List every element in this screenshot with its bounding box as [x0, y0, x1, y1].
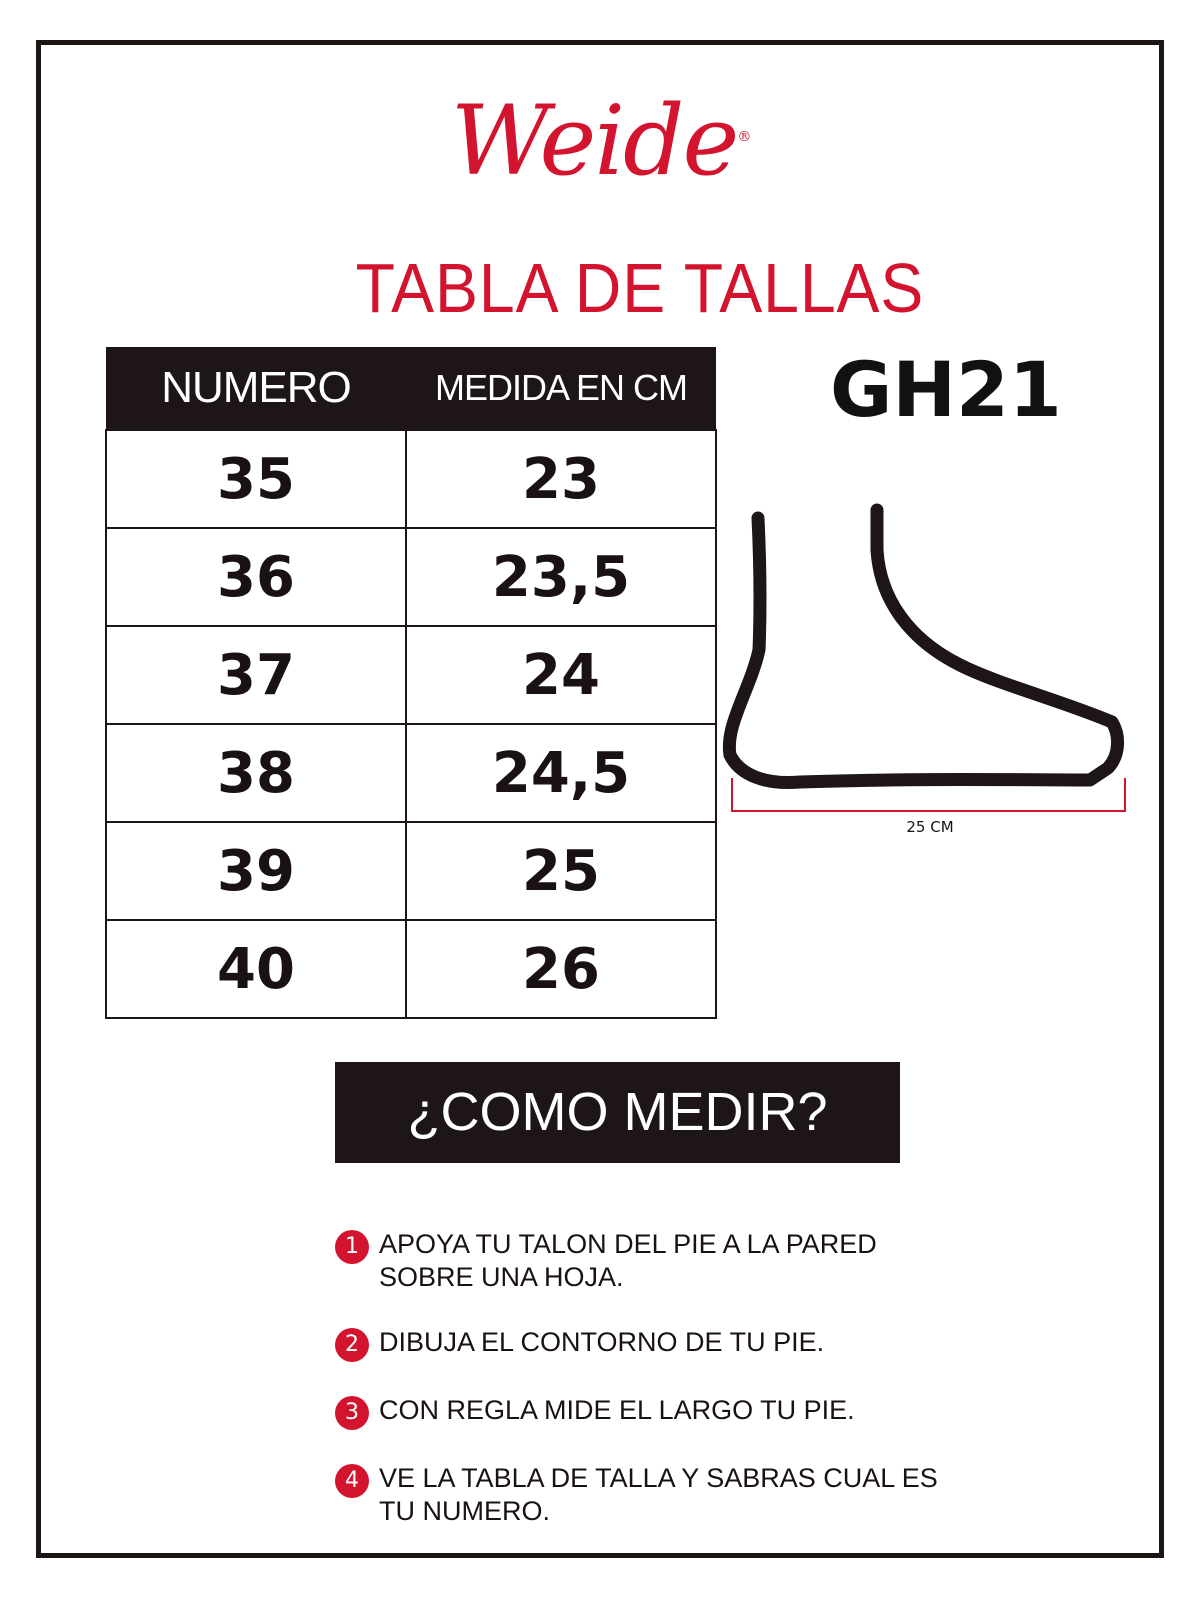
cell-medida: 23,5	[405, 527, 717, 627]
cell-numero: 35	[105, 429, 407, 529]
step-number-badge: 3	[335, 1396, 369, 1430]
step-number-badge: 2	[335, 1328, 369, 1362]
header-numero: NUMERO	[106, 347, 406, 430]
table-row: 37 24	[105, 625, 717, 725]
step-text: APOYA TU TALON DEL PIE A LA PARED SOBRE …	[379, 1229, 877, 1292]
table-row: 39 25	[105, 821, 717, 921]
step-item: 3 CON REGLA MIDE EL LARGO TU PIE.	[335, 1394, 955, 1430]
table-row: 40 26	[105, 919, 717, 1019]
cell-medida: 24	[405, 625, 717, 725]
how-to-heading: ¿COMO MEDIR?	[335, 1062, 900, 1163]
step-item: 2 DIBUJA EL CONTORNO DE TU PIE.	[335, 1326, 955, 1362]
header-medida: MEDIDA EN CM	[406, 347, 716, 430]
page-title: TABLA DE TALLAS	[355, 249, 925, 327]
cell-numero: 38	[105, 723, 407, 823]
measure-label: 25 CM	[906, 818, 954, 836]
step-item: 1 APOYA TU TALON DEL PIE A LA PARED SOBRE…	[335, 1228, 955, 1294]
cell-numero: 39	[105, 821, 407, 921]
cell-numero: 37	[105, 625, 407, 725]
step-text: CON REGLA MIDE EL LARGO TU PIE.	[379, 1395, 855, 1425]
logo-text: Weide	[450, 85, 740, 197]
foot-outline-icon	[722, 503, 1126, 812]
page-frame	[36, 40, 1164, 1558]
how-to-steps: 1 APOYA TU TALON DEL PIE A LA PARED SOBRE…	[335, 1228, 955, 1560]
measure-bracket	[731, 778, 1126, 812]
table-row: 36 23,5	[105, 527, 717, 627]
cell-medida: 23	[405, 429, 717, 529]
size-table: NUMERO MEDIDA EN CM 35 23 36 23,5 37 24 38 24,5…	[105, 347, 717, 1019]
cell-medida: 25	[405, 821, 717, 921]
step-number-badge: 4	[335, 1464, 369, 1498]
step-text: DIBUJA EL CONTORNO DE TU PIE.	[379, 1327, 825, 1357]
model-code: GH21	[830, 345, 1062, 434]
table-row: 35 23	[105, 429, 717, 529]
table-row: 38 24,5	[105, 723, 717, 823]
foot-outline	[722, 503, 1124, 790]
cell-medida: 26	[405, 919, 717, 1019]
brand-logo: Weide®	[0, 85, 1200, 197]
step-number-badge: 1	[335, 1230, 369, 1264]
cell-numero: 40	[105, 919, 407, 1019]
cell-numero: 36	[105, 527, 407, 627]
step-item: 4 VE LA TABLA DE TALLA Y SABRAS CUAL ES T…	[335, 1462, 955, 1528]
step-text: VE LA TABLA DE TALLA Y SABRAS CUAL ES TU…	[379, 1463, 938, 1526]
cell-medida: 24,5	[405, 723, 717, 823]
registered-mark: ®	[737, 129, 751, 145]
